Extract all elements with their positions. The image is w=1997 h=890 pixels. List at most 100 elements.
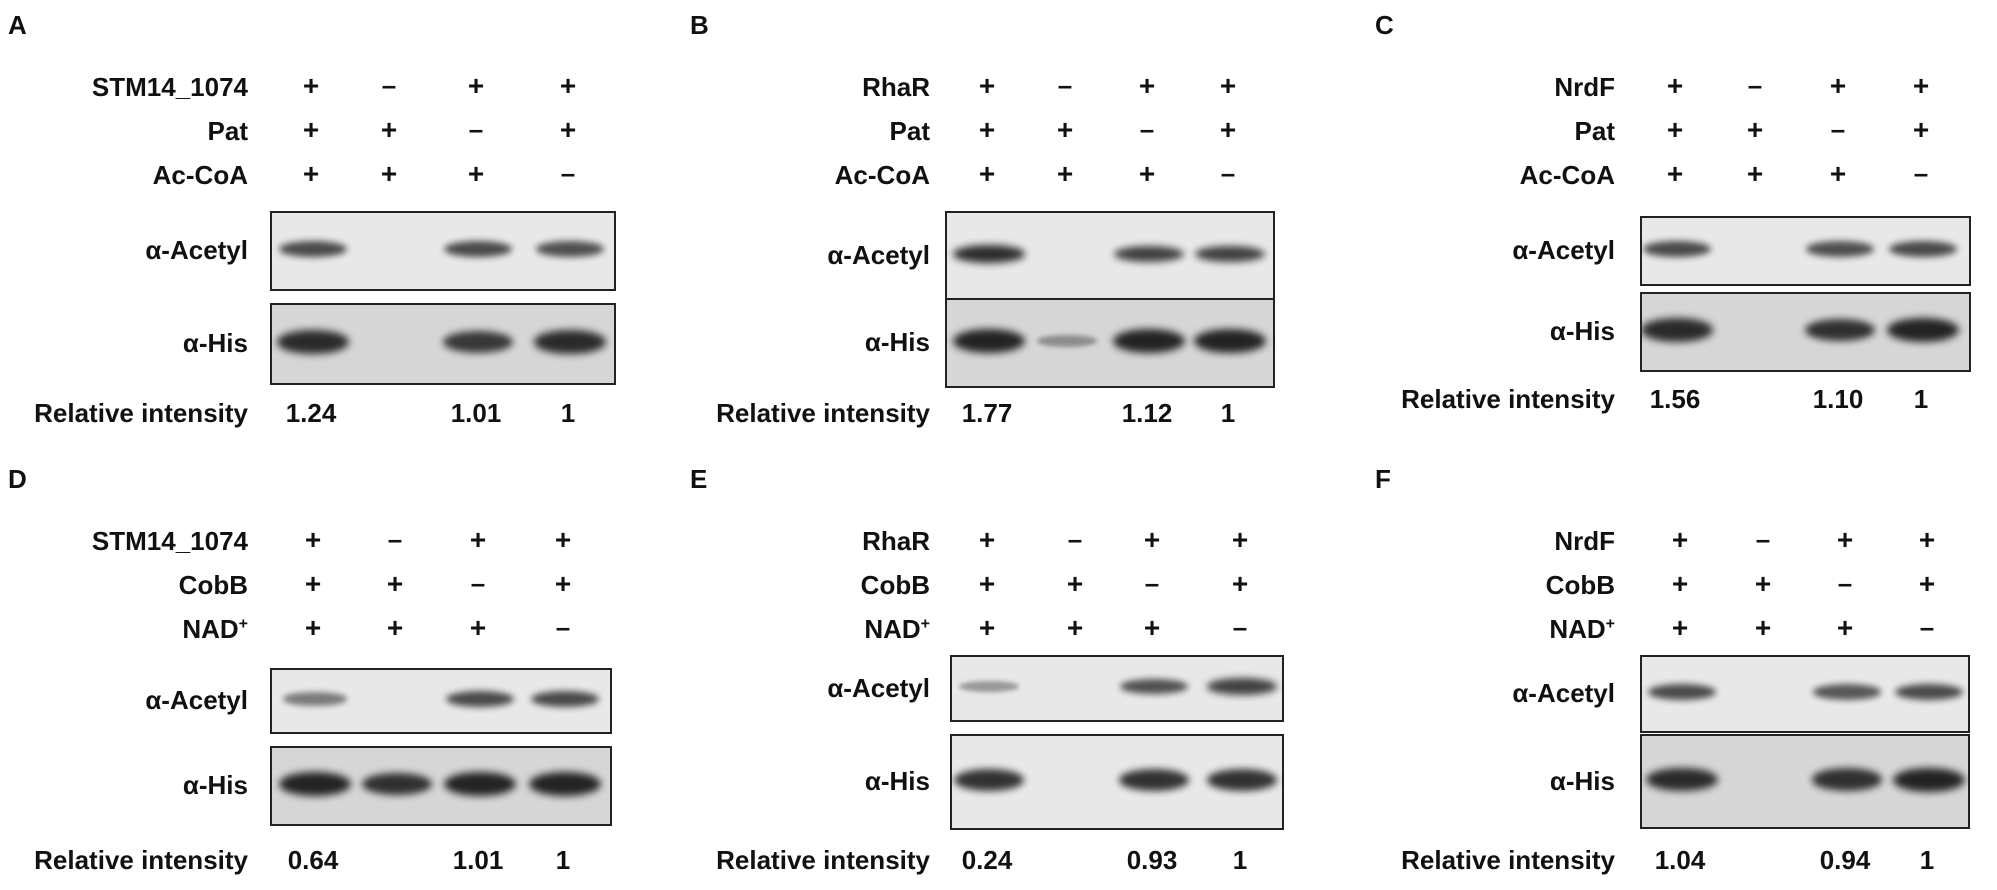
relative-intensity-lane-3: 0.93 — [1126, 845, 1178, 875]
band-lane-1 — [279, 772, 351, 796]
blot-acetyl-label: α-Acetyl — [145, 685, 248, 715]
panel-letter: D — [8, 464, 27, 494]
band-lane-3 — [443, 331, 513, 353]
band-lane-1 — [277, 330, 349, 354]
panel-letter: F — [1375, 464, 1391, 494]
panel-letter: C — [1375, 10, 1394, 40]
band-lane-1 — [1646, 767, 1718, 792]
sign-enzyme-lane-1: + — [302, 114, 320, 145]
band-lane-3 — [1806, 241, 1874, 257]
band-lane-4 — [1194, 329, 1266, 353]
relative-intensity-lane-4: 1 — [555, 845, 571, 875]
sign-cofactor-lane-1: + — [1666, 158, 1684, 189]
sign-cofactor-lane-2: + — [1066, 612, 1084, 643]
sign-cofactor-lane-3: + — [1836, 612, 1854, 643]
blot-his — [945, 298, 1275, 388]
relative-intensity-lane-1: 1.24 — [285, 398, 337, 428]
blot-acetyl-label: α-Acetyl — [1512, 235, 1615, 265]
sign-enzyme-lane-3: – — [1139, 114, 1155, 144]
sign-protein-lane-1: + — [1666, 70, 1684, 101]
sign-protein-lane-4: + — [1231, 524, 1249, 555]
sign-cofactor-lane-3: + — [1138, 158, 1156, 189]
relative-intensity-label: Relative intensity — [716, 845, 930, 875]
sign-enzyme-lane-2: + — [386, 568, 404, 599]
sign-enzyme-lane-4: + — [559, 114, 577, 145]
sign-protein-lane-3: + — [467, 70, 485, 101]
band-lane-4 — [530, 691, 600, 707]
band-lane-1 — [278, 241, 348, 257]
relative-intensity-lane-4: 1 — [1919, 845, 1935, 875]
blot-his-label: α-His — [1549, 316, 1615, 346]
sign-cofactor-lane-4: – — [555, 612, 571, 642]
band-lane-1 — [1647, 684, 1717, 700]
enzyme-label: Pat — [207, 116, 248, 146]
sign-cofactor-lane-2: + — [1754, 612, 1772, 643]
blot-his — [1640, 734, 1970, 829]
cofactor-label: Ac-CoA — [152, 160, 248, 190]
relative-intensity-label: Relative intensity — [716, 398, 930, 428]
band-lane-4 — [536, 241, 604, 257]
blot-his-label: α-His — [1549, 765, 1615, 796]
relative-intensity-lane-4: 1 — [560, 398, 576, 428]
relative-intensity-lane-4: 1 — [1220, 398, 1236, 428]
sign-cofactor-lane-4: – — [1913, 158, 1929, 188]
relative-intensity-label: Relative intensity — [1401, 384, 1615, 414]
sign-protein-lane-1: + — [978, 70, 996, 101]
enzyme-label: Pat — [1574, 116, 1615, 146]
sign-protein-lane-4: + — [559, 70, 577, 101]
relative-intensity-lane-3: 0.94 — [1819, 845, 1871, 875]
sign-cofactor-lane-3: + — [1143, 612, 1161, 643]
blot-his — [1640, 292, 1971, 372]
sign-protein-lane-4: + — [1918, 524, 1936, 555]
band-lane-1 — [958, 680, 1020, 693]
band-lane-2 — [361, 772, 433, 796]
sign-protein-lane-1: + — [304, 524, 322, 555]
sign-cofactor-lane-3: + — [467, 158, 485, 189]
relative-intensity-lane-3: 1.12 — [1121, 398, 1173, 428]
blot-acetyl — [1640, 655, 1970, 733]
protein-label: RhaR — [862, 526, 930, 556]
band-lane-1 — [953, 329, 1025, 353]
panel-c: C NrdF + – + + Pat + + – + Ac-CoA + + + – α-Acetyl α-His R… — [1375, 6, 1997, 436]
band-lane-3 — [1813, 684, 1881, 700]
sign-protein-lane-1: + — [1671, 524, 1689, 555]
enzyme-label: CobB — [1545, 570, 1615, 600]
panel-letter: B — [690, 10, 709, 40]
protein-label: NrdF — [1554, 72, 1615, 102]
cofactor-label: NAD+ — [182, 614, 248, 644]
band-lane-1 — [1642, 241, 1712, 257]
cofactor-superscript: + — [1605, 615, 1615, 633]
blot-his-label: α-His — [182, 770, 248, 800]
band-lane-3 — [1114, 245, 1184, 263]
sign-enzyme-lane-4: + — [1918, 568, 1936, 599]
sign-enzyme-lane-4: + — [1219, 114, 1237, 145]
cofactor-label: Ac-CoA — [834, 160, 930, 190]
blot-acetyl — [270, 668, 612, 734]
sign-cofactor-lane-4: – — [560, 158, 576, 188]
panel-e: E RhaR + – + + CobB + + – + NAD+ + + + – α-Acetyl α-His Re… — [690, 460, 1350, 890]
sign-enzyme-lane-4: + — [554, 568, 572, 599]
sign-enzyme-lane-1: + — [978, 568, 996, 599]
band-lane-1 — [283, 692, 347, 706]
relative-intensity-lane-1: 0.64 — [287, 845, 339, 875]
blot-his — [270, 303, 616, 385]
sign-protein-lane-4: + — [554, 524, 572, 555]
relative-intensity-label: Relative intensity — [34, 845, 248, 875]
band-lane-1 — [1642, 318, 1713, 342]
blot-acetyl-label: α-Acetyl — [827, 240, 930, 270]
relative-intensity-label: Relative intensity — [34, 398, 248, 428]
band-lane-3 — [1811, 768, 1883, 791]
sign-cofactor-lane-1: + — [302, 158, 320, 189]
protein-label: RhaR — [862, 72, 930, 102]
band-lane-4 — [1888, 241, 1958, 257]
band-lane-3 — [1804, 318, 1876, 342]
sign-enzyme-lane-2: + — [1746, 114, 1764, 145]
band-lane-3 — [444, 772, 516, 796]
relative-intensity-lane-3: 1.10 — [1812, 384, 1864, 414]
sign-cofactor-lane-1: + — [978, 612, 996, 643]
sign-cofactor-lane-4: – — [1919, 612, 1935, 642]
sign-enzyme-lane-2: + — [1056, 114, 1074, 145]
sign-cofactor-lane-4: – — [1232, 612, 1248, 642]
cofactor-superscript: + — [238, 615, 248, 633]
sign-protein-lane-2: – — [381, 70, 397, 100]
